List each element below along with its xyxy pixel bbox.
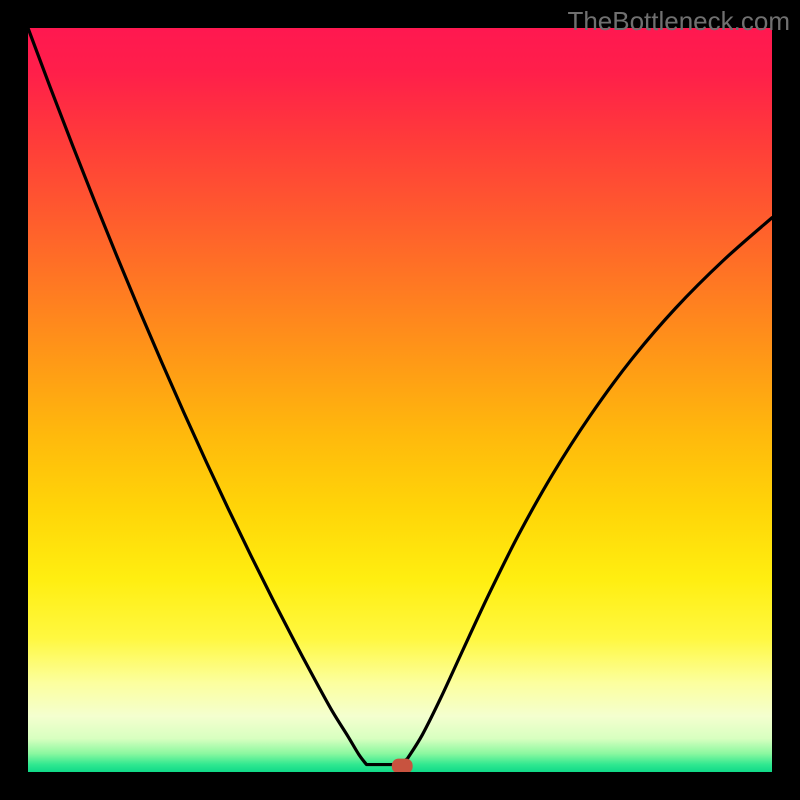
chart-stage: TheBottleneck.com	[0, 0, 800, 800]
plot-svg	[28, 28, 772, 772]
watermark-text: TheBottleneck.com	[567, 6, 790, 37]
optimum-marker	[392, 759, 413, 772]
plot-area	[28, 28, 772, 772]
plot-background	[28, 28, 772, 772]
